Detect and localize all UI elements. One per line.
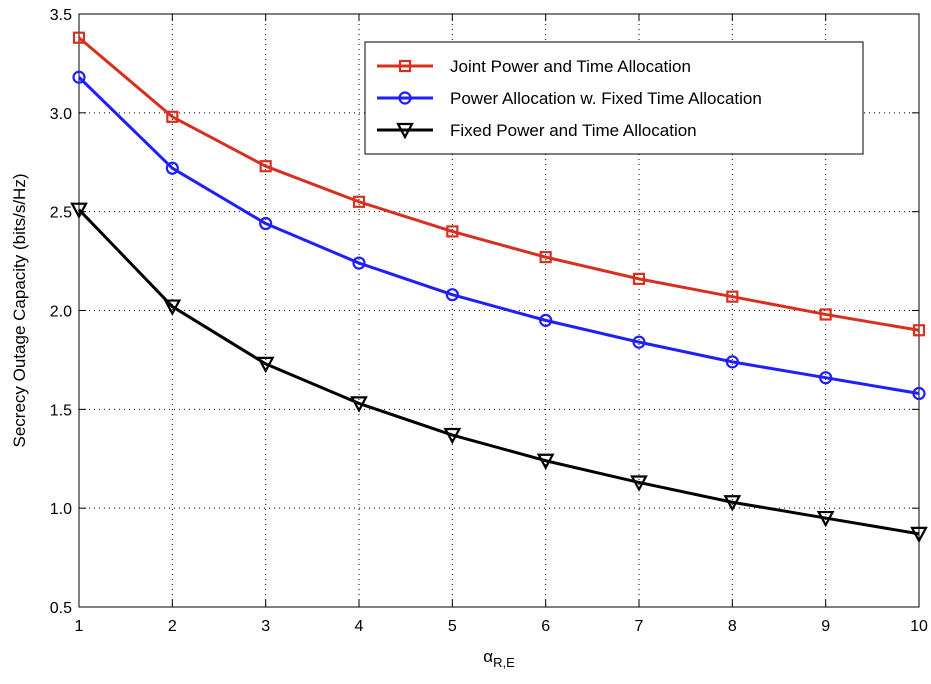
legend-item: Joint Power and Time Allocation [377,57,691,76]
y-tick-label: 1.0 [50,501,72,518]
data-point [726,290,739,303]
data-point [539,313,553,327]
x-tick-label: 10 [910,618,928,635]
y-tick-label: 1.5 [50,402,72,419]
data-point [72,70,86,84]
data-point [446,225,459,238]
legend: Joint Power and Time Allocation Power All… [364,41,864,155]
x-tick-label: 8 [728,618,737,635]
series-2 [72,70,926,401]
data-point [163,299,182,316]
data-point [539,251,552,264]
y-axis-label: Secrecy Outage Capacity (bits/s/Hz) [10,174,29,448]
data-point [166,110,179,123]
x-axis-label-symbol: α [483,647,493,666]
data-point [352,256,366,270]
legend-marker [396,122,414,140]
data-point [819,308,832,321]
x-tick-label: 7 [635,618,644,635]
legend-label: Fixed Power and Time Allocation [450,121,697,140]
data-point [445,288,459,302]
data-point [912,386,926,401]
x-tick-label: 6 [541,618,550,635]
data-point [443,427,462,445]
y-tick-label: 3.5 [50,7,72,24]
data-point [72,31,86,44]
data-point [536,453,555,471]
data-point [630,475,648,492]
data-point [725,355,739,369]
y-tick-label: 2.0 [50,304,72,321]
y-tick-label: 3.0 [50,106,72,123]
data-point [723,495,742,512]
data-point [259,160,272,173]
x-tick-label: 9 [821,618,830,635]
series-lines [70,31,928,544]
axis-ticks: 1 2 3 4 5 6 7 8 9 10 0.5 1.0 1.5 2.0 2.5 3.0 3.5 [50,7,928,635]
legend-label: Power Allocation w. Fixed Time Allocatio… [450,89,762,108]
x-tick-label: 2 [168,618,177,635]
data-point [910,526,928,544]
series-line [78,36,920,332]
x-tick-label: 5 [448,618,457,635]
x-tick-label: 3 [261,618,270,635]
data-point [632,272,646,285]
y-tick-label: 2.5 [50,205,72,222]
data-point [350,396,368,413]
data-point [70,202,88,220]
data-point [256,356,275,374]
legend-marker [398,59,412,73]
series-line [77,76,920,395]
legend-label: Joint Power and Time Allocation [450,57,691,76]
data-point [259,216,273,231]
data-point [632,335,646,349]
data-point [819,371,833,385]
legend-box [364,41,864,155]
data-point [352,195,366,208]
series-line [77,208,920,536]
series-1 [72,31,926,337]
series-3 [70,202,928,544]
data-point [165,161,179,175]
x-tick-label: 1 [75,618,84,635]
legend-item: Fixed Power and Time Allocation [377,121,697,140]
x-axis-label: αR,E [483,647,515,670]
legend-marker [398,91,412,105]
data-point [912,324,926,337]
x-axis-label-subscript: R,E [493,655,515,670]
x-tick-label: 4 [355,618,364,635]
data-point [816,510,835,528]
y-tick-label: 0.5 [50,600,72,617]
legend-item: Power Allocation w. Fixed Time Allocatio… [377,89,762,108]
